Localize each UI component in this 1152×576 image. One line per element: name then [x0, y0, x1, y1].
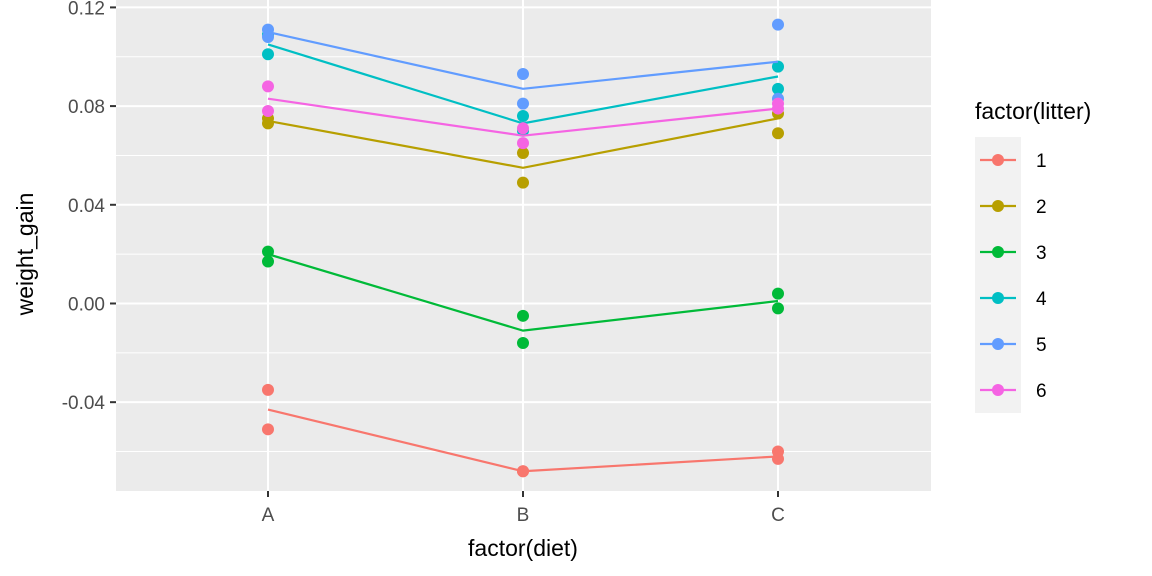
y-axis-title: weight_gain — [12, 193, 38, 317]
x-tick-label: C — [771, 505, 785, 526]
data-point — [517, 109, 529, 122]
series-3 — [262, 245, 784, 349]
y-tick-label: 0.04 — [68, 196, 105, 217]
data-point — [772, 18, 784, 31]
legend-item-3: 3 — [975, 229, 1047, 275]
data-point — [262, 423, 274, 436]
legend-label: 4 — [1036, 289, 1047, 310]
axes: -0.04 0.00 0.04 0.08 0.12 A B C — [62, 0, 785, 526]
data-point — [517, 336, 529, 349]
data-point — [772, 102, 784, 115]
legend-key-point — [992, 246, 1004, 258]
legend-item-1: 1 — [975, 137, 1047, 183]
legend-item-4: 4 — [975, 275, 1047, 321]
legend-label: 2 — [1036, 197, 1047, 218]
data-point — [772, 287, 784, 300]
series-line-2 — [267, 117, 779, 169]
data-point — [262, 383, 274, 396]
data-point — [772, 127, 784, 140]
legend-key-point — [992, 338, 1004, 350]
data-point — [262, 105, 274, 118]
legend: factor(litter) 1 2 3 4 5 6 — [975, 98, 1091, 413]
data-point — [262, 117, 274, 130]
legend-label: 3 — [1036, 243, 1047, 264]
data-point — [517, 309, 529, 322]
y-tick-label: 0.08 — [68, 97, 105, 118]
y-tick-label: 0.00 — [68, 294, 105, 315]
legend-label: 1 — [1036, 151, 1047, 172]
data-point — [262, 255, 274, 268]
series-6 — [262, 80, 784, 150]
data-point — [517, 137, 529, 150]
data-point — [262, 31, 274, 44]
data-point — [517, 97, 529, 110]
data-point — [517, 146, 529, 159]
legend-key-point — [992, 200, 1004, 212]
series-line-3 — [267, 253, 779, 332]
data-point — [262, 48, 274, 61]
series-line-6 — [267, 97, 779, 137]
legend-item-2: 2 — [975, 183, 1047, 229]
legend-label: 6 — [1036, 381, 1047, 402]
data-point — [262, 80, 274, 93]
data-point — [262, 245, 274, 258]
series-layer — [262, 18, 784, 478]
data-point — [517, 176, 529, 189]
legend-key-point — [992, 154, 1004, 166]
series-line-5 — [267, 31, 779, 90]
legend-key-point — [992, 384, 1004, 396]
x-tick-label: B — [517, 505, 530, 526]
data-point — [517, 122, 529, 135]
series-5 — [262, 18, 784, 110]
data-point — [772, 60, 784, 73]
legend-label: 5 — [1036, 335, 1047, 356]
legend-key-point — [992, 292, 1004, 304]
legend-item-5: 5 — [975, 321, 1047, 367]
data-point — [772, 82, 784, 95]
x-axis-title: factor(diet) — [468, 535, 578, 561]
x-tick-label: A — [262, 505, 275, 526]
legend-title: factor(litter) — [975, 98, 1091, 124]
series-1 — [262, 383, 784, 478]
legend-item-6: 6 — [975, 367, 1047, 413]
data-point — [517, 465, 529, 478]
data-point — [772, 452, 784, 465]
y-tick-label: -0.04 — [62, 393, 106, 414]
y-tick-label: 0.12 — [68, 0, 105, 19]
data-point — [772, 302, 784, 315]
data-point — [517, 68, 529, 81]
